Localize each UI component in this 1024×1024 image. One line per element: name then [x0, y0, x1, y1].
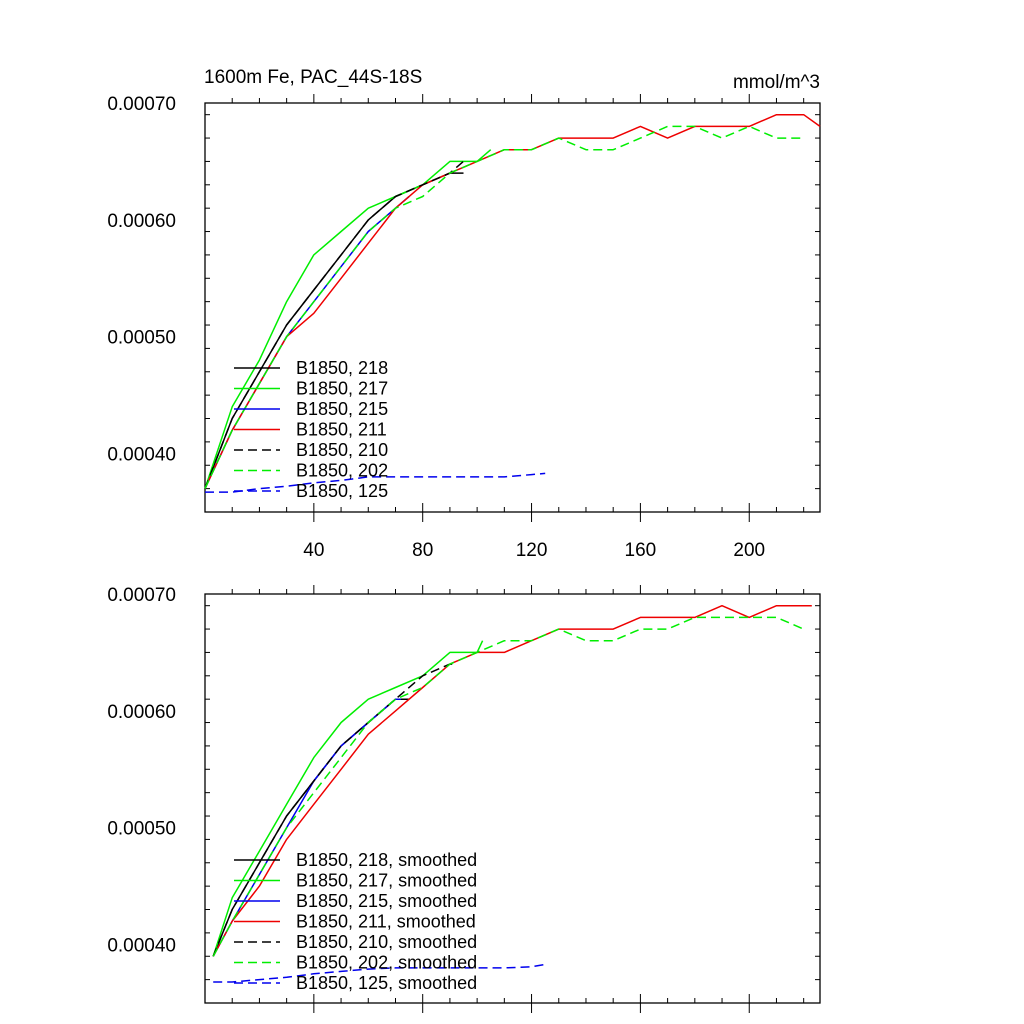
y-tick-label: 0.00050	[107, 328, 176, 349]
legend-label: B1850, 215	[296, 399, 388, 419]
bottom-plot-panel: 0.00040 0.00050 0.00060 0.00070 B1850, 218, …	[107, 585, 821, 1013]
legend-label: B1850, 211	[296, 420, 387, 440]
legend-label: B1850, 125	[296, 481, 388, 501]
legend-label: B1850, 217	[296, 379, 388, 399]
legend-label: B1850, 202	[296, 461, 388, 481]
series-line-4	[204, 160, 464, 489]
legend-label: B1850, 215, smoothed	[296, 891, 477, 911]
legend-label: B1850, 211, smoothed	[296, 912, 476, 932]
x-tick-label: 120	[516, 540, 548, 561]
series-line-3	[212, 604, 812, 957]
series-line-5	[212, 616, 804, 957]
legend-label: B1850, 218	[296, 358, 388, 378]
legend-label: B1850, 217, smoothed	[296, 871, 477, 891]
plot-frame	[204, 102, 821, 513]
x-tick-label: 200	[733, 540, 765, 561]
units-label: mmol/m^3	[733, 72, 820, 93]
legend-label: B1850, 218, smoothed	[296, 850, 477, 870]
series-line-6	[213, 963, 546, 983]
y-tick-label: 0.00050	[107, 819, 176, 840]
y-tick-label: 0.00060	[107, 211, 176, 232]
legend-label: B1850, 125, smoothed	[296, 973, 477, 993]
legend-label: B1850, 202, smoothed	[296, 953, 477, 973]
y-tick-label: 0.00040	[107, 445, 176, 466]
x-tick-label: 80	[412, 540, 433, 561]
series-line-1	[212, 640, 484, 957]
x-tick-label: 160	[625, 540, 657, 561]
plot-frame	[204, 593, 821, 1004]
series-line-5	[204, 125, 804, 489]
series-line-4	[212, 663, 456, 957]
plot-title: 1600m Fe, PAC_44S-18S	[204, 67, 422, 88]
legend-label: B1850, 210	[296, 440, 388, 460]
legend-label: B1850, 210, smoothed	[296, 932, 477, 952]
y-tick-label: 0.00070	[107, 585, 176, 606]
top-plot-panel: 1600m Fe, PAC_44S-18S mmol/m^3 40 80 120 16…	[107, 67, 821, 561]
series-line-6	[205, 472, 546, 493]
x-tick-label: 40	[303, 540, 324, 561]
y-tick-label: 0.00060	[107, 702, 176, 723]
y-tick-label: 0.00040	[107, 936, 176, 957]
y-tick-label: 0.00070	[107, 94, 176, 115]
